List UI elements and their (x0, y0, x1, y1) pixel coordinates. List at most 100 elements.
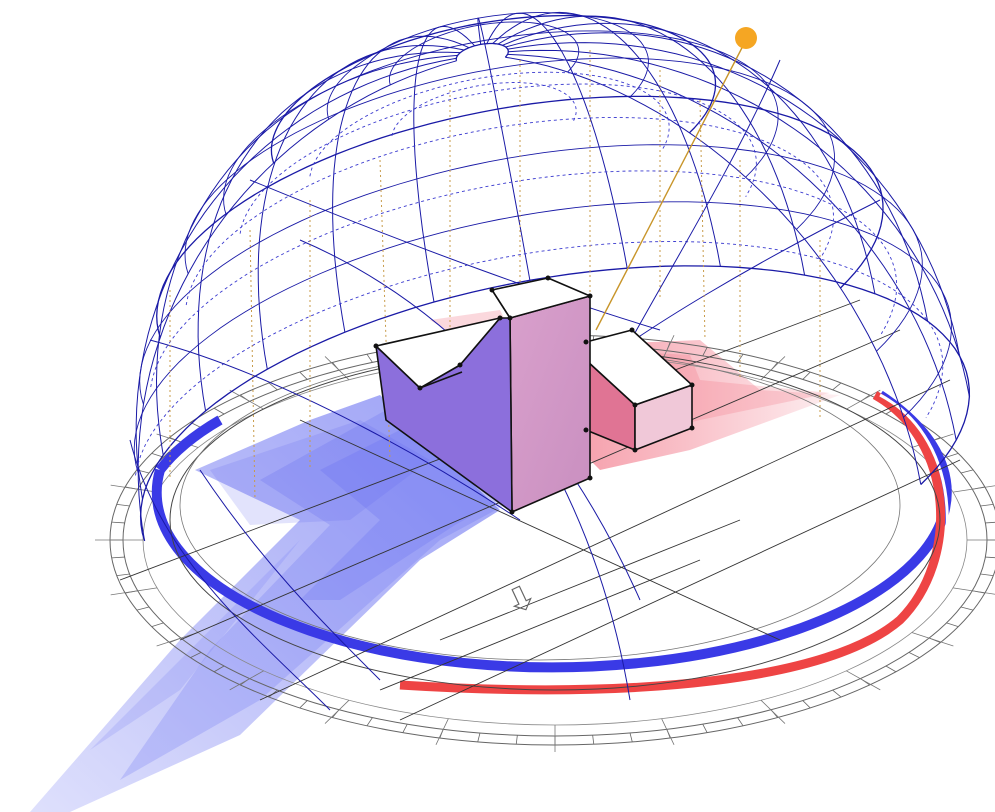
vertex-marker (583, 427, 589, 433)
sun-marker-icon (735, 27, 757, 49)
vertex-marker (587, 475, 593, 481)
dome-meridian (505, 32, 929, 322)
compass-tick (832, 382, 842, 391)
vertex-marker (545, 275, 551, 281)
dome-meridian (477, 17, 531, 281)
building-vertex-markers (373, 275, 695, 515)
dome-section-curve (199, 469, 381, 681)
vertex-marker (373, 343, 379, 349)
compass-spoke (846, 670, 881, 691)
compass-tick (299, 700, 308, 709)
vertex-marker (509, 509, 515, 515)
compass-tick (213, 665, 225, 673)
dome-meridian (507, 42, 961, 357)
ground-shadows-blue (30, 395, 505, 812)
winter-sun-path-band-upper (156, 415, 223, 474)
compass-spoke (846, 389, 881, 410)
compass-spoke (324, 356, 350, 381)
dome-altitude-ring (326, 12, 649, 120)
projection-lines (169, 50, 821, 501)
tall-building-front (509, 295, 591, 513)
vertex-marker (417, 385, 423, 391)
compass-tick (213, 407, 225, 415)
compass-tick (737, 353, 744, 363)
dome-dashed-guide (309, 71, 670, 177)
compass-tick (980, 504, 994, 507)
compass-tick (116, 504, 130, 507)
compass-tick (151, 622, 164, 628)
compass-spoke (110, 484, 158, 493)
compass-tick (802, 371, 811, 380)
dome-meridian (137, 60, 457, 541)
dome-section-curve (559, 479, 631, 701)
compass-spoke (661, 718, 675, 745)
vertex-marker (632, 447, 638, 453)
compass-tick (960, 469, 974, 474)
sky-dome-wireframe (129, 11, 971, 711)
dome-altitude-ring (184, 57, 835, 274)
dome-dashed-guide (391, 82, 577, 136)
compass-tick (702, 723, 708, 733)
vertex-marker (689, 382, 695, 388)
dome-dashed-guide (135, 241, 944, 476)
compass-tick (908, 652, 920, 658)
compass-tick (111, 556, 125, 559)
dome-section-curve (249, 179, 661, 331)
compass-tick (629, 732, 633, 742)
compass-spoke (911, 632, 954, 647)
dome-altitude-ring (455, 42, 509, 61)
dome-meridian (505, 56, 922, 485)
dome-meridian (155, 54, 458, 456)
compass-tick (985, 556, 995, 559)
compass-spoke (324, 699, 350, 724)
vertex-marker (689, 425, 695, 431)
dome-dashed-guide (150, 170, 898, 388)
dome-meridian (257, 44, 465, 370)
dome-section-curve (129, 439, 331, 711)
compass-tick (111, 521, 125, 524)
compass-spoke (760, 699, 786, 724)
sun-ray (595, 39, 747, 331)
dome-meridian (486, 12, 628, 269)
compass-tick (885, 665, 897, 673)
compass-tick (832, 689, 842, 698)
dome-meridian (502, 22, 876, 294)
vertex-marker (632, 402, 638, 408)
compass-spoke (952, 485, 995, 493)
compass-tick (946, 622, 959, 628)
compass-tick (985, 521, 995, 524)
compass-spoke (952, 587, 995, 595)
vertex-marker (583, 339, 589, 345)
compass-tick (116, 573, 130, 576)
dome-meridian (332, 35, 470, 333)
compass-tick (592, 735, 595, 745)
compass-tick (702, 347, 708, 357)
north-arrow-icon (511, 585, 532, 611)
compass-tick (980, 573, 994, 576)
dome-dashed-guide (185, 117, 835, 306)
compass-tick (477, 732, 481, 742)
compass-tick (366, 717, 373, 727)
compass-tick (190, 652, 202, 658)
compass-tick (515, 735, 518, 745)
compass-tick (737, 717, 744, 727)
compass-tick (402, 723, 408, 733)
compass-tick (299, 371, 308, 380)
vertex-marker (457, 362, 463, 368)
dome-meridian (507, 53, 957, 441)
dome-section-curve (149, 339, 521, 521)
vertex-marker (629, 327, 635, 333)
dome-meridian (508, 49, 970, 397)
vertex-marker (587, 293, 593, 299)
vertex-marker (489, 287, 495, 293)
compass-spoke (760, 356, 786, 381)
dome-meridian (413, 25, 476, 303)
compass-tick (366, 353, 373, 363)
compass-spoke (229, 670, 264, 691)
compass-spoke (229, 389, 264, 410)
vertex-marker (497, 315, 503, 321)
compass-tick (802, 700, 811, 709)
dome-dashed-guide (239, 83, 757, 234)
